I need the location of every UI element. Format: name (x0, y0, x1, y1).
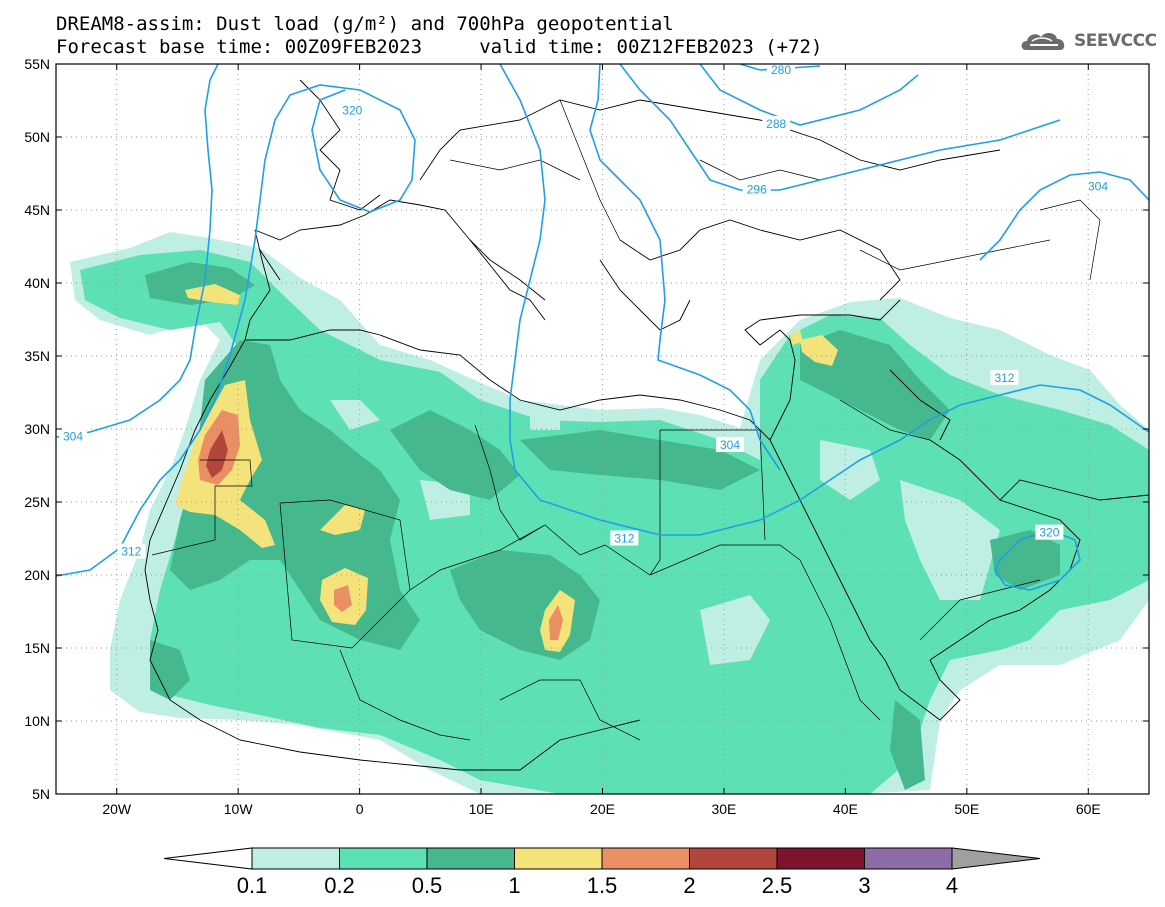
contour-label: 280 (771, 63, 791, 77)
y-tick-label: 30N (24, 421, 50, 437)
colorbar-segment (426, 847, 515, 870)
contour-label: 312 (614, 532, 634, 546)
colorbar: 0.1 0.2 0.5 1 1.5 2 2.5 3 4 (163, 847, 1041, 898)
map-plot-area (56, 64, 1149, 794)
y-tick-label: 5N (32, 786, 50, 802)
colorbar-segment (776, 847, 865, 870)
contour-label: 312 (121, 545, 141, 559)
colorbar-segment (689, 847, 778, 870)
colorbar-label: 2.5 (762, 873, 793, 898)
contour-labels: 280 288 296 304 320 304 312 304 312 320 312 (59, 61, 1112, 559)
dust-level-2 (206, 430, 228, 478)
colorbar-label: 0.5 (412, 873, 443, 898)
coastlines (144, 79, 1149, 771)
y-tick-label: 45N (24, 202, 50, 218)
y-tick-label: 25N (24, 494, 50, 510)
contour-label: 320 (342, 104, 362, 118)
x-tick-label: 20E (590, 801, 615, 817)
contour-label-bg (990, 369, 1019, 385)
y-tick-label: 10N (24, 713, 50, 729)
contour-label-bg (1035, 524, 1064, 540)
y-tick-label: 35N (24, 348, 50, 364)
contour-label: 304 (720, 438, 740, 452)
graticule (56, 64, 1149, 794)
colorbar-segment (864, 847, 953, 870)
map-title: DREAM8-assim: Dust load (g/m²) and 700hP… (56, 13, 674, 35)
contour-label-bg (117, 543, 146, 559)
colorbar-segment (251, 847, 340, 870)
colorbar-label: 0.1 (237, 873, 268, 898)
dust-level-0.1-inner (330, 400, 1000, 665)
contour-label: 312 (994, 371, 1014, 385)
x-tick-label: 50E (954, 801, 979, 817)
country-borders (151, 99, 1101, 741)
contour-label-bg (610, 530, 639, 546)
contour-label: 288 (766, 117, 786, 131)
x-tick-label: 20W (102, 801, 132, 817)
contour-label-bg (716, 437, 745, 453)
colorbar-label: 1 (508, 873, 520, 898)
contour-label-bg (59, 428, 88, 444)
colorbar-label: 2 (683, 873, 695, 898)
contour-label: 304 (1088, 180, 1108, 194)
x-tick-label: 40E (833, 801, 858, 817)
colorbar-segment (514, 847, 603, 870)
contour-label-bg (742, 181, 771, 197)
x-tick-label: 30E (711, 801, 736, 817)
colorbar-label: 3 (858, 873, 870, 898)
axis-ticks: 20W 10W 0 10E 20E 30E 40E 50E 60E 55N 50N 45N 40N 35N… (24, 56, 1149, 817)
contour-label: 304 (63, 429, 83, 443)
cloud-logo-icon (1021, 33, 1065, 50)
seevccc-logo: SEEVCCC (1018, 28, 1157, 54)
x-tick-label: 0 (356, 801, 364, 817)
x-tick-label: 60E (1076, 801, 1101, 817)
colorbar-under-triangle (163, 847, 253, 870)
x-tick-label: 10W (224, 801, 254, 817)
x-tick-label: 10E (469, 801, 494, 817)
map-subtitle: Forecast base time: 00Z09FEB2023 valid t… (56, 36, 823, 58)
y-tick-label: 50N (24, 129, 50, 145)
colorbar-segment (601, 847, 690, 870)
y-tick-label: 40N (24, 275, 50, 291)
colorbar-label: 0.2 (324, 873, 355, 898)
colorbar-label: 1.5 (587, 873, 618, 898)
contour-label: 296 (747, 183, 767, 197)
y-tick-label: 15N (24, 640, 50, 656)
colorbar-label: 4 (946, 873, 958, 898)
colorbar-segment (339, 847, 428, 870)
contour-label-bg (767, 61, 796, 77)
contour-label-bg (338, 102, 367, 118)
logo-text: SEEVCCC (1074, 31, 1157, 51)
contour-label-bg (1083, 178, 1112, 194)
y-tick-label: 20N (24, 567, 50, 583)
geopotential-contours (56, 64, 1149, 591)
contour-label: 320 (1039, 526, 1059, 540)
contour-label-bg (762, 115, 791, 131)
y-tick-label: 55N (24, 56, 50, 72)
colorbar-over-triangle (951, 847, 1041, 870)
